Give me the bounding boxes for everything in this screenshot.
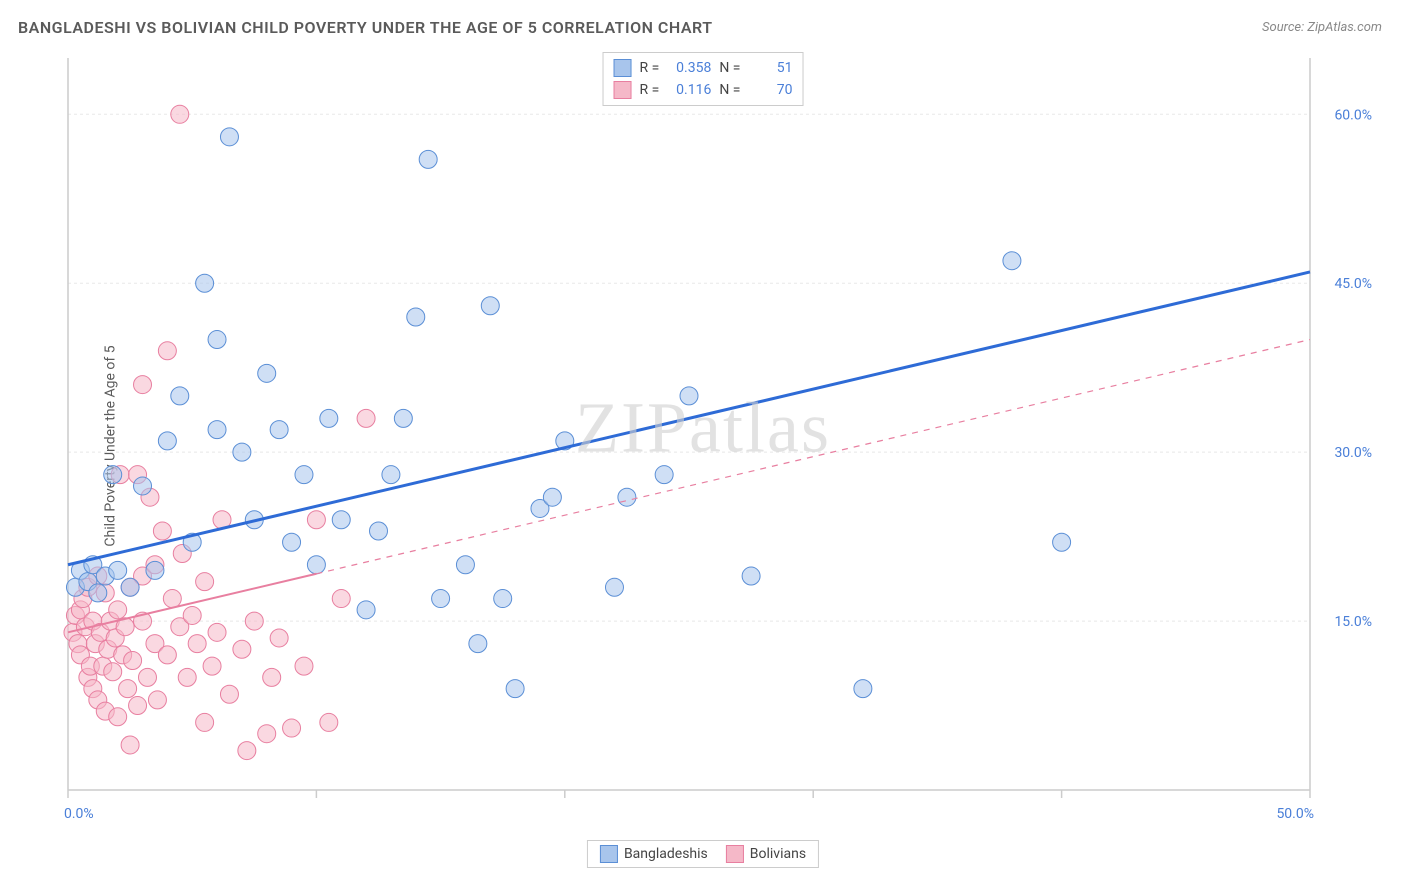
legend-swatch-bangladeshi xyxy=(600,845,618,863)
chart-container: BANGLADESHI VS BOLIVIAN CHILD POVERTY UN… xyxy=(0,0,1406,892)
scatter-plot-svg: 15.0% 30.0% 45.0% 60.0% 0.0% 50.0% xyxy=(60,50,1380,830)
swatch-bangladeshi xyxy=(614,59,632,77)
svg-text:60.0%: 60.0% xyxy=(1334,107,1372,123)
n-value-bolivian: 70 xyxy=(748,82,792,98)
legend-item-bangladeshi: Bangladeshis xyxy=(600,845,708,863)
stats-row-bangladeshi: R = 0.358 N = 51 xyxy=(614,57,793,79)
legend-label-bangladeshi: Bangladeshis xyxy=(624,846,708,862)
legend-item-bolivian: Bolivians xyxy=(726,845,806,863)
n-label: N = xyxy=(719,60,740,76)
stats-row-bolivian: R = 0.116 N = 70 xyxy=(614,79,793,101)
svg-text:30.0%: 30.0% xyxy=(1334,445,1372,461)
r-value-bangladeshi: 0.358 xyxy=(667,60,711,76)
legend-label-bolivian: Bolivians xyxy=(750,846,806,862)
chart-title: BANGLADESHI VS BOLIVIAN CHILD POVERTY UN… xyxy=(18,18,713,37)
source-attribution: Source: ZipAtlas.com xyxy=(1262,20,1382,35)
n-value-bangladeshi: 51 xyxy=(748,60,792,76)
svg-text:50.0%: 50.0% xyxy=(1276,806,1314,822)
svg-text:15.0%: 15.0% xyxy=(1334,614,1372,630)
r-label: R = xyxy=(640,60,660,76)
stats-legend: R = 0.358 N = 51 R = 0.116 N = 70 xyxy=(603,52,804,106)
r-label-2: R = xyxy=(640,82,660,98)
swatch-bolivian xyxy=(614,81,632,99)
legend-swatch-bolivian xyxy=(726,845,744,863)
series-legend: Bangladeshis Bolivians xyxy=(587,840,819,868)
plot-area: 15.0% 30.0% 45.0% 60.0% 0.0% 50.0% xyxy=(60,50,1380,830)
svg-text:0.0%: 0.0% xyxy=(64,806,94,822)
r-value-bolivian: 0.116 xyxy=(667,82,711,98)
svg-text:45.0%: 45.0% xyxy=(1334,276,1372,292)
n-label-2: N = xyxy=(719,82,740,98)
